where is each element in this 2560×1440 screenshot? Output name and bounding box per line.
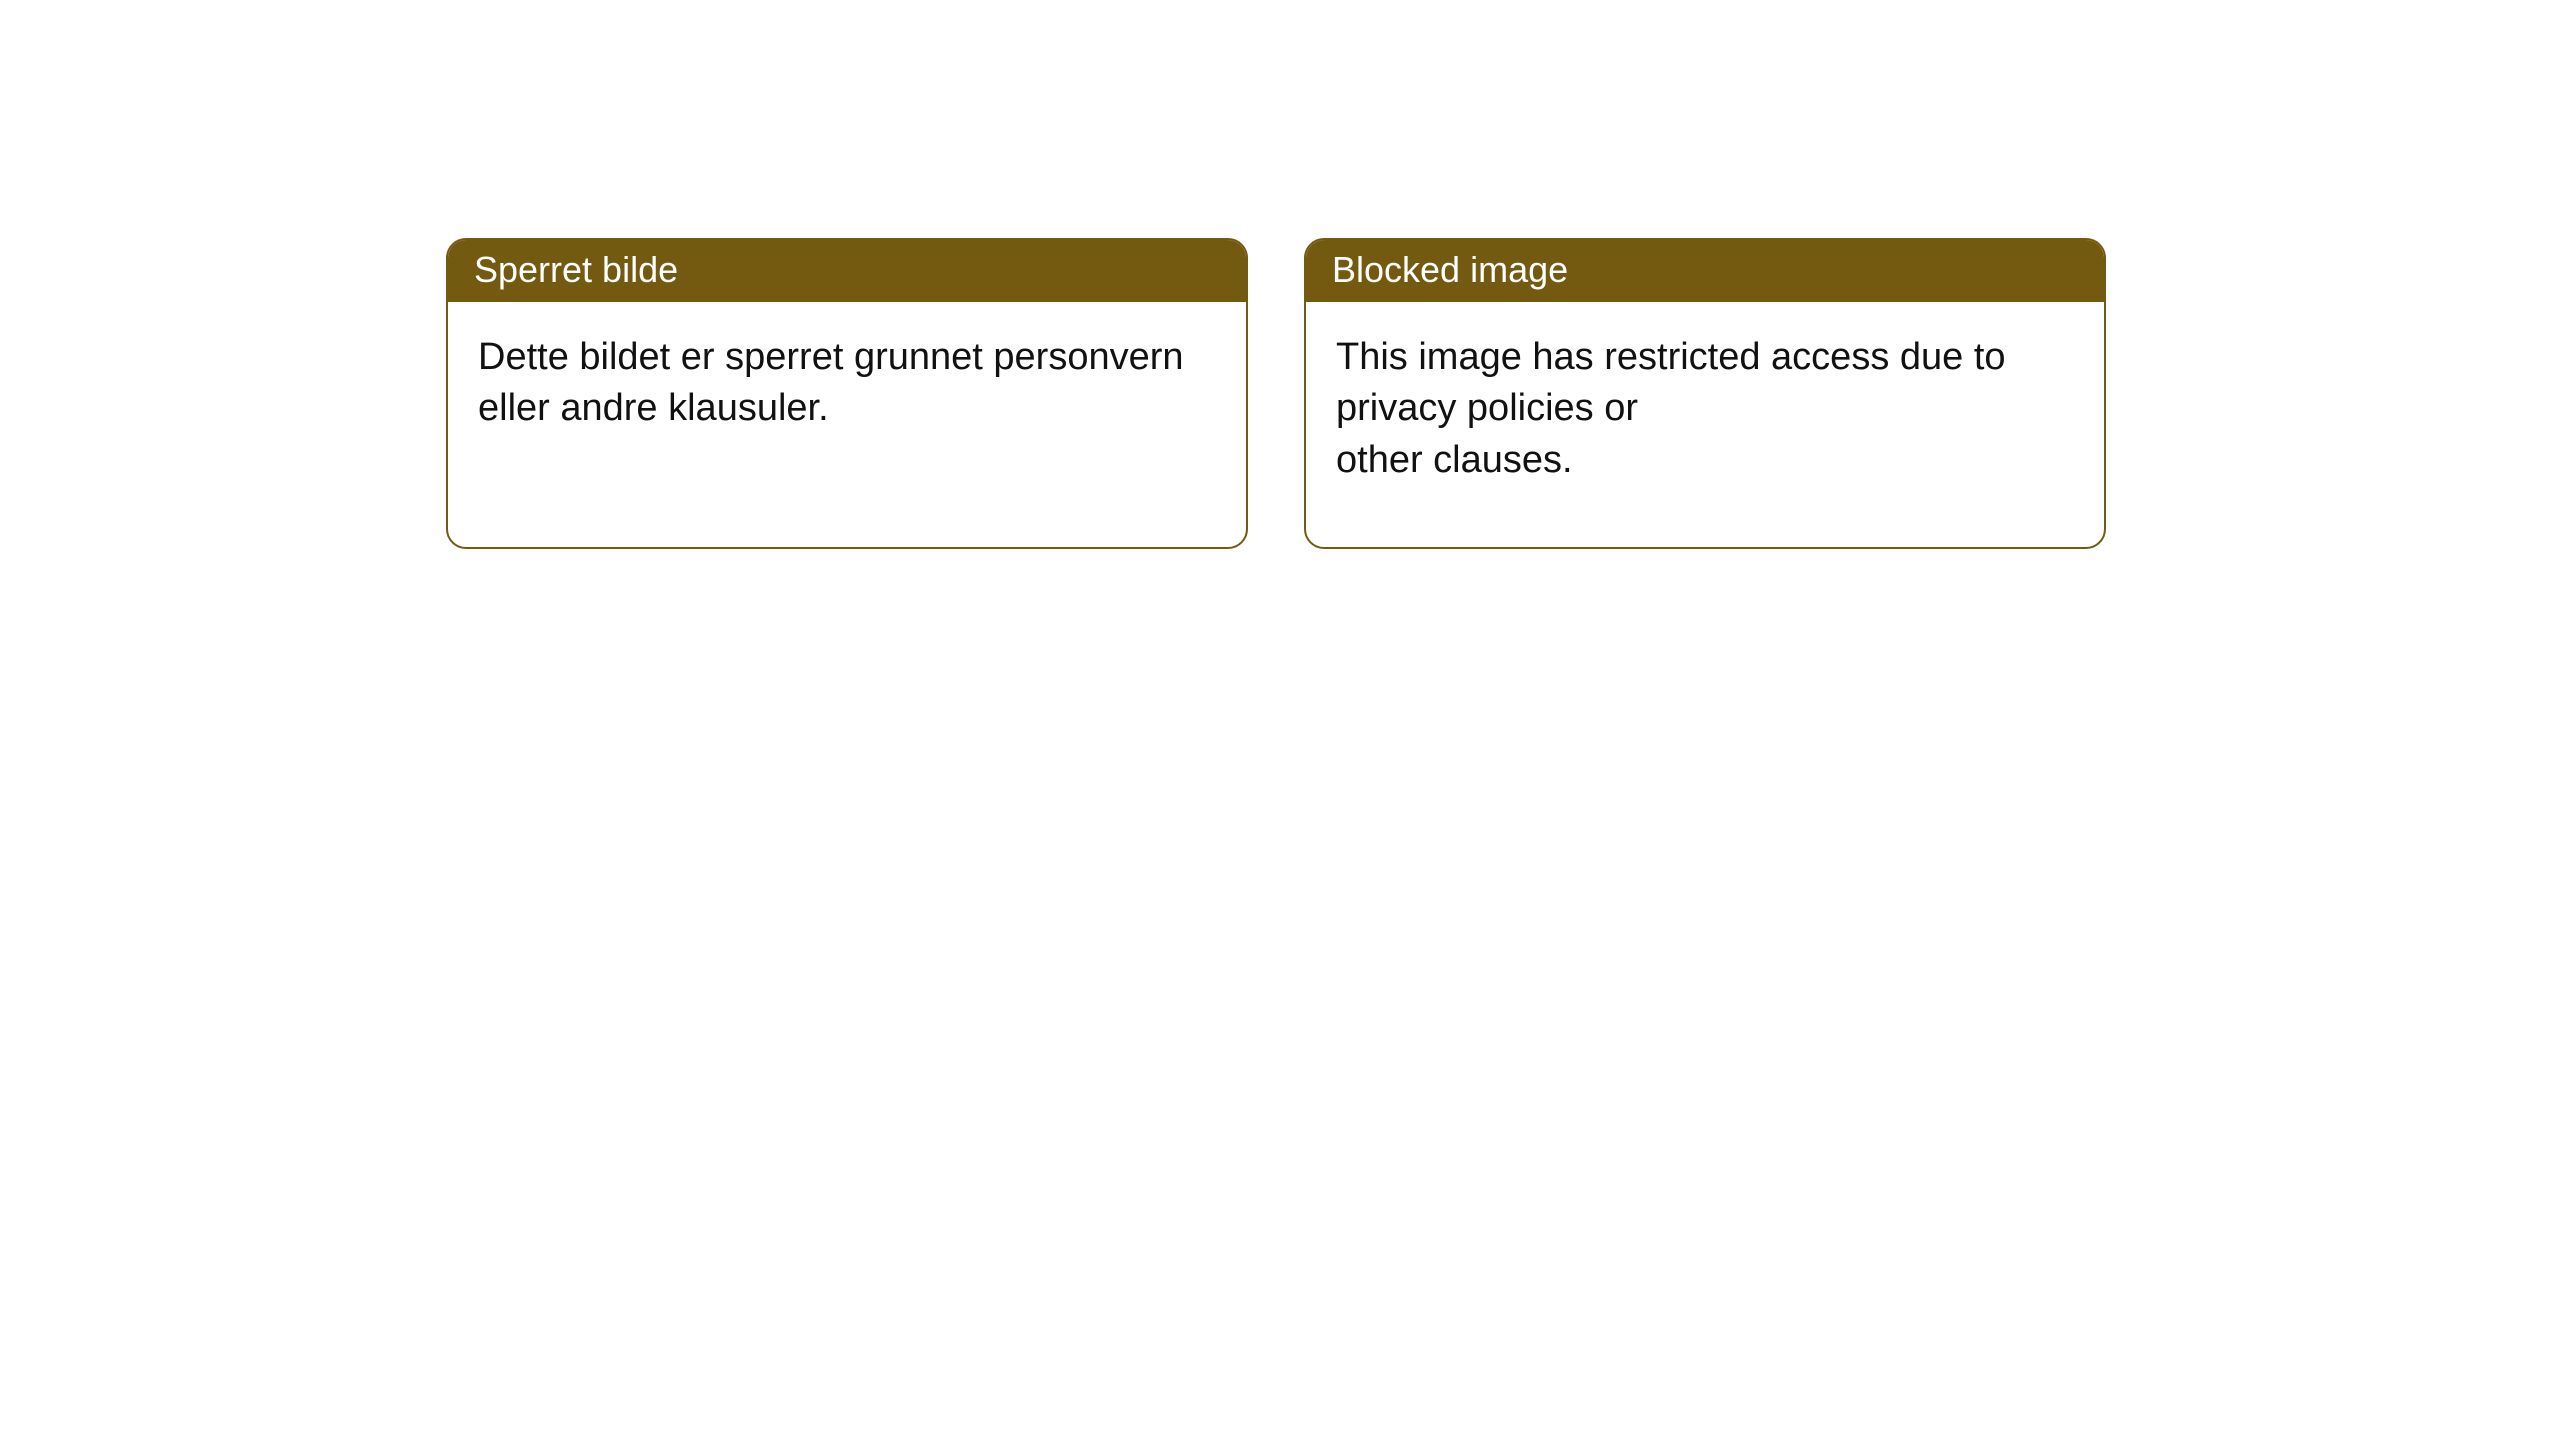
notice-body-en: This image has restricted access due to …	[1306, 302, 2104, 547]
canvas: { "style": { "accent_color": "#745a10", …	[0, 0, 2560, 1440]
blocked-image-notices: Sperret bilde Dette bildet er sperret gr…	[446, 238, 2106, 549]
notice-card-no: Sperret bilde Dette bildet er sperret gr…	[446, 238, 1248, 549]
notice-card-en: Blocked image This image has restricted …	[1304, 238, 2106, 549]
notice-body-no: Dette bildet er sperret grunnet personve…	[448, 302, 1246, 532]
notice-title-no: Sperret bilde	[448, 240, 1246, 302]
notice-title-en: Blocked image	[1306, 240, 2104, 302]
